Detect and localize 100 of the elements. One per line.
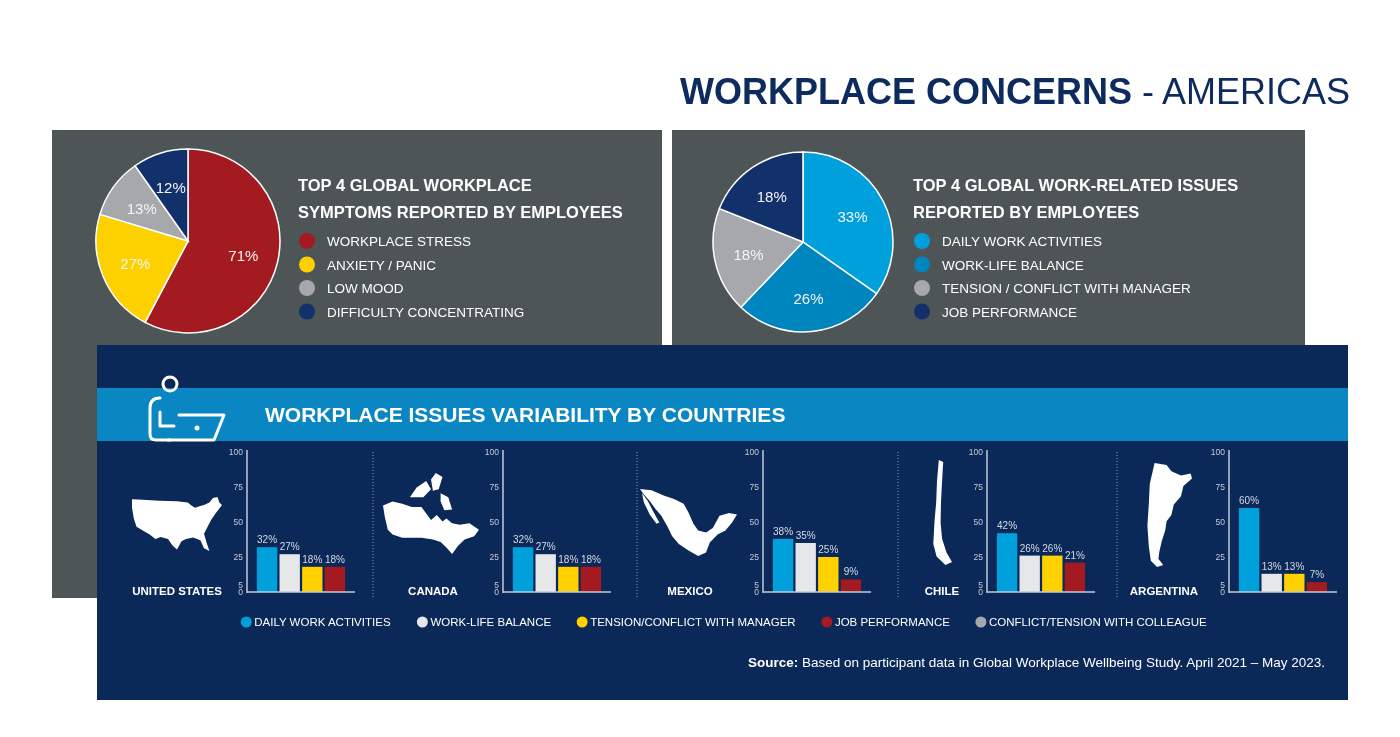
- y-tick-label: 25: [749, 552, 760, 562]
- y-tick-label: 75: [1215, 482, 1226, 492]
- y-tick-label: 25: [1215, 552, 1226, 562]
- bar: [279, 554, 300, 592]
- text: CANADA: [408, 585, 458, 597]
- text: CHILE: [924, 585, 960, 597]
- bar: [1261, 573, 1282, 592]
- y-tick-label: 100: [968, 447, 984, 457]
- y-tick-label: 50: [973, 517, 984, 527]
- y-tick-label: 25: [233, 552, 244, 562]
- legend-label: TENSION/CONFLICT WITH MANAGER: [590, 616, 796, 628]
- bar: [1042, 555, 1063, 592]
- data-label: 18%: [324, 553, 346, 565]
- bar: [772, 538, 794, 592]
- data-label: 13%: [1261, 560, 1282, 572]
- legend-label: LOW MOOD: [327, 280, 404, 296]
- legend-label: CONFLICT/TENSION WITH COLLEAGUE: [988, 616, 1208, 628]
- data-label: 25%: [818, 544, 839, 555]
- data-label: 26%: [793, 289, 824, 307]
- bar: [1306, 582, 1328, 592]
- data-label: 7%: [1309, 569, 1325, 581]
- y-tick-label: 100: [228, 447, 244, 457]
- source-note: Source: Based on participant data in Global Workplace Wellbeing Study. April 2021 – May 2023.: [747, 655, 1325, 670]
- y-tick-label: 50: [1215, 517, 1226, 527]
- data-label: 27%: [279, 541, 300, 553]
- bar: [795, 543, 816, 592]
- legend-label: ANXIETY / PANIC: [327, 257, 437, 272]
- text: ARGENTINA: [1129, 585, 1199, 597]
- data-label: 33%: [837, 207, 868, 225]
- data-label: 60%: [1239, 495, 1260, 506]
- bar: [512, 547, 534, 592]
- y-tick-label: 0: [1220, 587, 1226, 597]
- y-tick-label: 5: [754, 580, 760, 590]
- y-tick-label: 0: [754, 587, 760, 597]
- data-label: 18%: [756, 187, 787, 205]
- y-tick-label: 100: [484, 447, 500, 457]
- y-tick-label: 0: [238, 587, 244, 597]
- bar: [1019, 555, 1040, 592]
- data-label: 27%: [535, 541, 556, 553]
- bar: [996, 533, 1018, 592]
- y-tick-label: 50: [749, 517, 760, 527]
- text: UNITED STATES: [132, 585, 223, 597]
- legend-label: DIFFICULTY CONCENTRATING: [327, 304, 525, 319]
- legend-label: WORK-LIFE BALANCE: [430, 616, 552, 628]
- bar: [1064, 562, 1086, 592]
- bar: [302, 566, 323, 592]
- y-tick-label: 5: [494, 580, 500, 590]
- bar: [535, 554, 556, 592]
- y-tick-label: 100: [744, 447, 760, 457]
- legend-label: DAILY WORK ACTIVITIES: [254, 616, 391, 628]
- bar: [1238, 508, 1260, 592]
- legend-label: JOB PERFORMANCE: [942, 304, 1078, 319]
- data-label: 12%: [155, 178, 186, 196]
- data-label: 35%: [795, 530, 816, 541]
- data-label: 27%: [120, 254, 151, 272]
- y-tick-label: 0: [978, 587, 984, 597]
- data-label: 32%: [257, 534, 278, 546]
- y-tick-label: 5: [1220, 580, 1226, 590]
- bar: [1284, 573, 1305, 592]
- bar: [256, 547, 278, 592]
- legend-label: TENSION / CONFLICT WITH MANAGER: [942, 280, 1192, 296]
- data-label: 42%: [997, 520, 1018, 532]
- data-label: 38%: [773, 525, 794, 537]
- data-label: 32%: [513, 534, 534, 546]
- data-label: 18%: [580, 553, 602, 565]
- bar: [818, 557, 839, 592]
- text: TOP 4 GLOBAL WORK-RELATED ISSUES REPORTED BY EMPLOYEES: [913, 176, 1239, 221]
- y-tick-label: 50: [233, 517, 244, 527]
- y-tick-label: 75: [749, 482, 760, 492]
- data-label: 13%: [126, 199, 157, 217]
- bar: [324, 566, 346, 592]
- y-tick-label: 25: [973, 552, 984, 562]
- legend-label: JOB PERFORMANCE: [834, 616, 951, 628]
- data-label: 21%: [1064, 549, 1086, 561]
- y-tick-label: 5: [978, 580, 984, 590]
- y-tick-label: 5: [238, 580, 244, 590]
- y-tick-label: 50: [489, 517, 500, 527]
- y-tick-label: 75: [233, 482, 244, 492]
- legend-label: WORK-LIFE BALANCE: [942, 257, 1084, 272]
- y-tick-label: 75: [973, 482, 984, 492]
- data-label: 71%: [228, 246, 259, 264]
- data-label: 9%: [843, 566, 859, 578]
- y-tick-label: 0: [494, 587, 500, 597]
- data-label: 26%: [1042, 542, 1063, 554]
- text: TOP 4 GLOBAL WORKPLACE SYMPTOMS REPORTED BY EMPLOYEES: [298, 176, 623, 221]
- text: WORKPLACE ISSUES VARIABILITY BY COUNTRIES: [265, 403, 786, 426]
- bar: [840, 579, 862, 592]
- text: WORKPLACE CONCERNS - AMERICAS: [679, 71, 1350, 112]
- legend-label: WORKPLACE STRESS: [327, 233, 472, 249]
- data-label: 18%: [558, 553, 579, 565]
- bar: [580, 566, 602, 592]
- data-label: 13%: [1284, 560, 1305, 572]
- y-tick-label: 25: [489, 552, 500, 562]
- y-tick-label: 100: [1210, 447, 1226, 457]
- y-tick-label: 75: [489, 482, 500, 492]
- text: MEXICO: [667, 585, 713, 597]
- bar: [558, 566, 579, 592]
- data-label: 18%: [733, 245, 764, 263]
- data-label: 26%: [1019, 542, 1040, 554]
- legend-label: DAILY WORK ACTIVITIES: [942, 233, 1103, 249]
